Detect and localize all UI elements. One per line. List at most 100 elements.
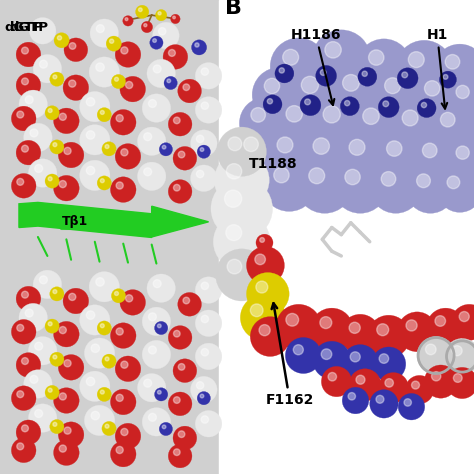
Circle shape xyxy=(17,324,24,331)
Circle shape xyxy=(168,392,192,416)
Circle shape xyxy=(96,25,104,33)
Circle shape xyxy=(33,55,62,83)
Circle shape xyxy=(91,344,100,353)
Circle shape xyxy=(11,173,36,198)
Circle shape xyxy=(123,16,133,26)
Circle shape xyxy=(64,427,71,434)
Circle shape xyxy=(310,308,353,351)
Circle shape xyxy=(256,234,273,251)
Bar xyxy=(0,0,219,474)
Circle shape xyxy=(100,324,104,328)
Circle shape xyxy=(58,142,84,168)
Circle shape xyxy=(11,106,36,131)
Circle shape xyxy=(89,57,119,87)
Circle shape xyxy=(286,313,299,326)
Circle shape xyxy=(120,290,146,315)
Circle shape xyxy=(54,108,79,134)
Circle shape xyxy=(425,81,440,96)
Circle shape xyxy=(337,128,393,185)
Circle shape xyxy=(385,379,393,387)
Circle shape xyxy=(226,225,242,241)
Circle shape xyxy=(96,278,104,286)
Circle shape xyxy=(163,45,188,69)
Circle shape xyxy=(16,420,41,445)
Circle shape xyxy=(115,292,118,295)
Circle shape xyxy=(105,424,109,428)
Circle shape xyxy=(196,382,204,389)
Circle shape xyxy=(121,47,128,54)
Circle shape xyxy=(437,167,474,212)
Circle shape xyxy=(217,127,266,176)
Circle shape xyxy=(142,307,171,336)
Circle shape xyxy=(28,404,57,432)
Circle shape xyxy=(16,73,41,98)
Circle shape xyxy=(434,44,474,96)
Circle shape xyxy=(362,71,367,76)
Circle shape xyxy=(227,164,242,179)
Circle shape xyxy=(439,71,456,88)
Circle shape xyxy=(155,321,168,335)
Circle shape xyxy=(84,405,115,436)
Circle shape xyxy=(110,441,136,467)
Circle shape xyxy=(11,438,36,463)
Circle shape xyxy=(214,153,269,208)
Circle shape xyxy=(201,102,209,109)
Circle shape xyxy=(158,27,166,35)
Circle shape xyxy=(328,373,337,381)
Circle shape xyxy=(195,277,222,303)
Circle shape xyxy=(21,291,28,298)
Circle shape xyxy=(406,164,455,213)
Circle shape xyxy=(64,38,88,62)
Circle shape xyxy=(321,349,332,359)
Circle shape xyxy=(148,346,156,354)
Circle shape xyxy=(59,445,66,452)
Circle shape xyxy=(191,376,217,403)
Circle shape xyxy=(50,140,64,154)
Circle shape xyxy=(53,355,57,359)
Circle shape xyxy=(262,156,317,211)
Circle shape xyxy=(358,67,377,86)
Circle shape xyxy=(417,99,436,118)
Circle shape xyxy=(147,59,175,88)
Circle shape xyxy=(191,40,207,55)
Circle shape xyxy=(110,323,136,348)
Circle shape xyxy=(200,394,204,398)
Circle shape xyxy=(57,36,62,40)
Circle shape xyxy=(30,375,38,383)
Circle shape xyxy=(316,65,337,86)
Circle shape xyxy=(320,70,326,75)
Circle shape xyxy=(121,149,128,156)
Circle shape xyxy=(404,399,411,406)
Circle shape xyxy=(35,342,43,350)
Circle shape xyxy=(59,327,66,334)
Circle shape xyxy=(250,317,290,356)
Circle shape xyxy=(59,393,66,400)
Polygon shape xyxy=(152,206,209,237)
Circle shape xyxy=(378,97,399,118)
Circle shape xyxy=(157,391,161,394)
Circle shape xyxy=(372,66,429,123)
Circle shape xyxy=(16,42,41,67)
Circle shape xyxy=(159,143,173,156)
Circle shape xyxy=(277,137,293,153)
Circle shape xyxy=(16,286,41,311)
Circle shape xyxy=(141,21,153,33)
Circle shape xyxy=(286,106,302,122)
Circle shape xyxy=(275,64,294,83)
Circle shape xyxy=(447,367,474,399)
Circle shape xyxy=(80,91,110,122)
Circle shape xyxy=(153,65,161,73)
Circle shape xyxy=(148,100,156,108)
Circle shape xyxy=(374,130,429,185)
Circle shape xyxy=(21,47,28,54)
Circle shape xyxy=(121,428,128,436)
Circle shape xyxy=(421,102,427,108)
Circle shape xyxy=(260,237,264,242)
Circle shape xyxy=(96,63,104,72)
Circle shape xyxy=(21,145,28,152)
Circle shape xyxy=(431,372,441,381)
Circle shape xyxy=(48,322,52,326)
Circle shape xyxy=(417,337,455,374)
Circle shape xyxy=(300,126,359,185)
Circle shape xyxy=(86,166,95,175)
